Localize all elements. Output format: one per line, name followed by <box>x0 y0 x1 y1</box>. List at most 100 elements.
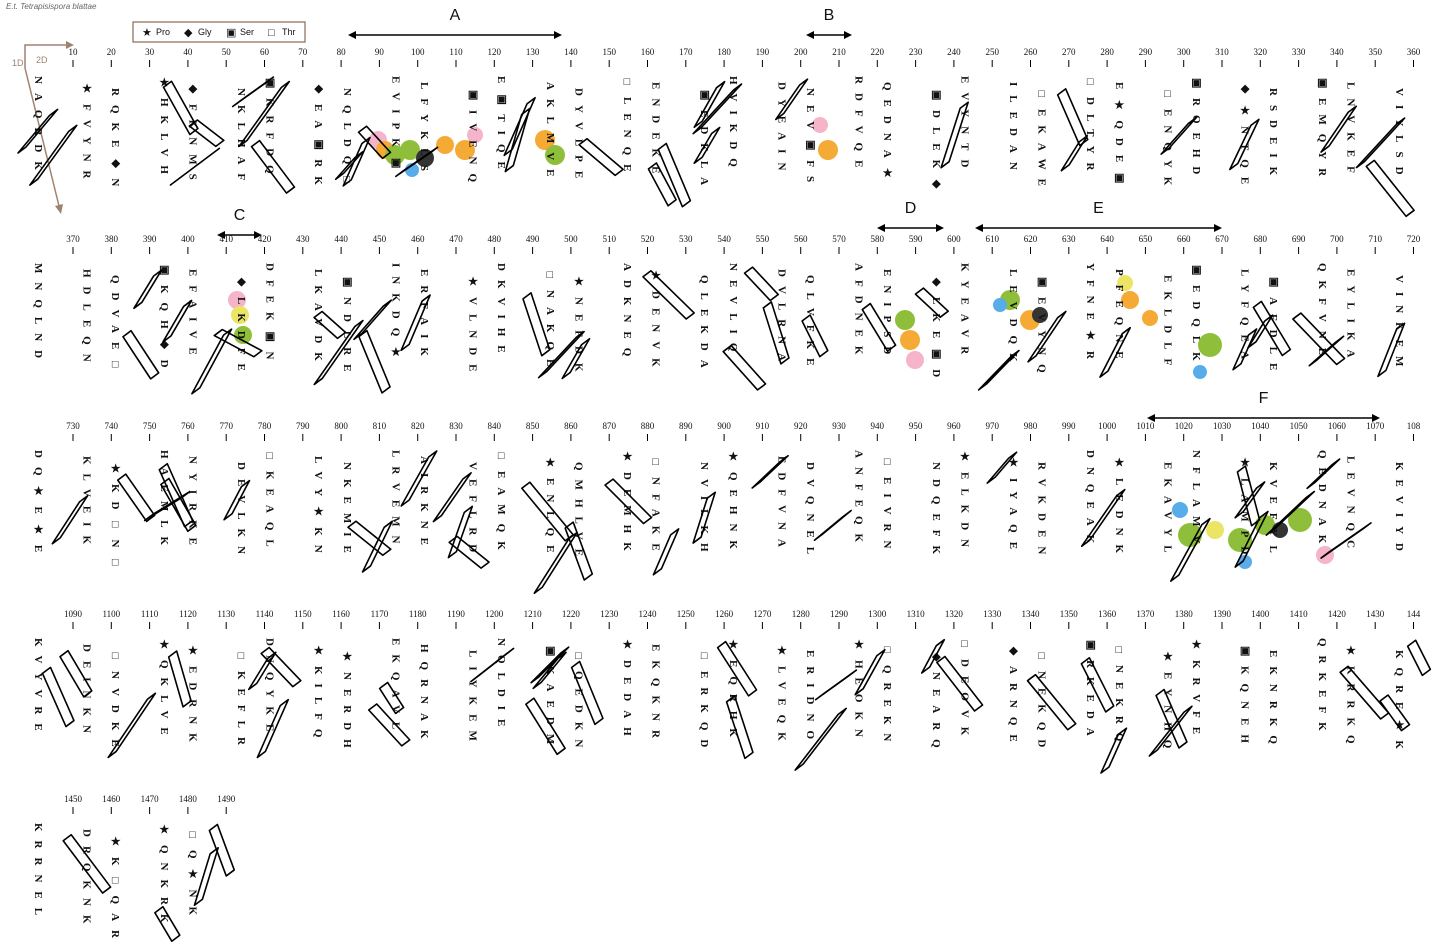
position-label: 1240 <box>639 609 658 619</box>
position-label: 320 <box>1254 47 1268 57</box>
residue-column: KRRNEL <box>32 823 44 924</box>
residue-column: DYEAIN <box>775 82 787 179</box>
residue-column: ★LEDNK <box>1113 456 1125 562</box>
position-label: 930 <box>832 421 846 431</box>
legend-label: Ser <box>240 27 254 37</box>
position-label: 580 <box>871 234 885 244</box>
position-label: 950 <box>909 421 923 431</box>
cluster-outline <box>816 670 857 700</box>
position-label: 1040 <box>1251 421 1270 431</box>
position-label: 1310 <box>907 609 926 619</box>
residue-column: INKDQ★ <box>389 263 401 367</box>
residue-column: ★VLNDE <box>467 275 479 381</box>
position-label: 1340 <box>1022 609 1041 619</box>
position-label: 390 <box>143 234 157 244</box>
position-label: 1370 <box>1136 609 1155 619</box>
residue-column: EDFVNA <box>775 456 787 556</box>
position-label: 690 <box>1292 234 1306 244</box>
residue-column: DQ★E★E <box>32 450 44 561</box>
residue-column: □EIVRN <box>881 456 893 557</box>
residue-column: NQLDIE <box>495 638 507 735</box>
residue-column: ★KRRKQ <box>1344 644 1356 753</box>
residue-column: DKVIHE <box>495 263 507 362</box>
axis-1d-label: 1D <box>12 58 24 68</box>
position-label: 630 <box>1062 234 1076 244</box>
position-label: 1270 <box>753 609 772 619</box>
cluster-outline <box>209 824 234 875</box>
region-label: A <box>450 7 461 24</box>
region-label: C <box>234 207 246 224</box>
residue-column: □Q★NK <box>186 829 198 924</box>
residue-column: NEVLIQ <box>727 263 739 360</box>
position-label: 960 <box>947 421 961 431</box>
residue-column: ★ENLQE <box>544 456 556 562</box>
position-label: 1460 <box>102 794 121 804</box>
residue-column: □NAKQE <box>544 269 556 375</box>
position-label: 740 <box>105 421 119 431</box>
position-label: 670 <box>1215 234 1229 244</box>
position-label: 290 <box>1139 47 1153 57</box>
position-label: 1430 <box>1366 609 1385 619</box>
residue-column: KVEFYL <box>1267 462 1279 562</box>
residue-column: ▣EDQLK <box>1190 263 1202 370</box>
residue-column: DYVLPE <box>572 88 584 187</box>
residue-column: HQRNAK <box>418 644 430 748</box>
position-label: 1210 <box>524 609 543 619</box>
position-label: 620 <box>1024 234 1038 244</box>
residue-column: ★DEMHK <box>621 450 633 560</box>
position-label: 990 <box>1062 421 1076 431</box>
figure-title: E.t. Tetrapisispora blattae <box>6 2 97 11</box>
position-label: 940 <box>871 421 885 431</box>
position-label: 190 <box>756 47 770 57</box>
residue-column: LFYKLS <box>418 82 430 180</box>
position-label: 1250 <box>677 609 696 619</box>
position-label: 850 <box>526 421 540 431</box>
position-label: 1180 <box>409 609 427 619</box>
position-label: 350 <box>1368 47 1382 57</box>
position-label: 600 <box>947 234 961 244</box>
position-label: 860 <box>564 421 578 431</box>
residue-column: KVYVRE <box>32 638 44 740</box>
residue-column: ▣RQEHD <box>1190 76 1202 183</box>
position-label: 700 <box>1330 234 1344 244</box>
residue-column: AFDNEK <box>853 263 865 363</box>
residue-column: ★IYAQE <box>1007 456 1019 558</box>
position-label: 920 <box>794 421 808 431</box>
position-label: 370 <box>66 234 80 244</box>
position-label: 60 <box>260 47 270 57</box>
residue-column: EVIPK▣ <box>389 76 401 178</box>
legend-label: Thr <box>282 27 296 37</box>
residue-column: QRKEFK <box>1316 638 1328 740</box>
cluster-outline <box>433 473 471 522</box>
position-label: 970 <box>985 421 999 431</box>
cluster-outline <box>814 510 851 540</box>
residue-column: EKNRKQ <box>1267 650 1279 753</box>
residue-column: YFNE★R <box>1084 263 1096 368</box>
cluster-outline <box>123 331 159 379</box>
legend-symbol: □ <box>268 27 275 39</box>
residue-column: ▣RKEDA <box>1084 638 1096 745</box>
residue-column: KYEAVR <box>958 263 970 363</box>
region-label: F <box>1259 390 1269 407</box>
position-label: 1480 <box>179 794 198 804</box>
residue-column: ★HKLVH <box>158 76 170 183</box>
position-label: 400 <box>181 234 195 244</box>
residue-column: ★KILFQ <box>312 644 324 746</box>
position-label: 1090 <box>64 609 83 619</box>
position-label: 150 <box>602 47 616 57</box>
position-label: 1390 <box>1213 609 1232 619</box>
legend-symbol: ▣ <box>226 27 236 39</box>
residue-column: DRQKNK <box>81 829 93 933</box>
position-label: 10 <box>69 47 79 57</box>
position-label: 100 <box>411 47 425 57</box>
position-label: 1140 <box>256 609 274 619</box>
position-label: 230 <box>909 47 923 57</box>
residue-column: QDVAE□ <box>109 275 121 379</box>
position-label: 1350 <box>1060 609 1079 619</box>
position-label: 280 <box>1100 47 1114 57</box>
cluster-outline <box>745 267 779 300</box>
residue-column: □KEAQL <box>264 450 276 556</box>
residue-column: QEDNAK <box>1316 450 1328 552</box>
position-label: 780 <box>258 421 272 431</box>
position-label: 1360 <box>1098 609 1117 619</box>
